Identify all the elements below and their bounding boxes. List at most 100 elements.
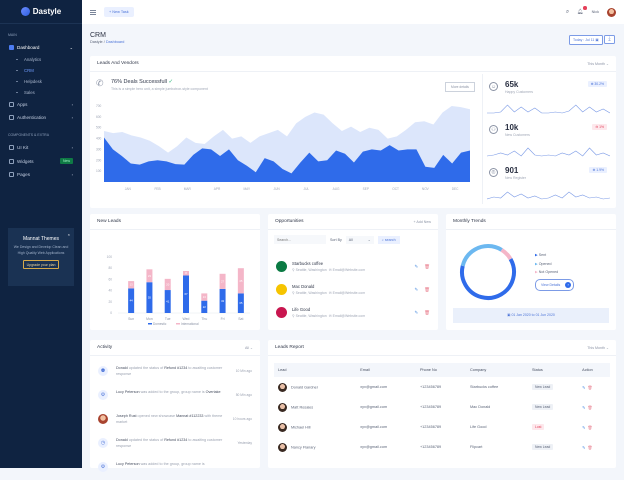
bar-data-label: 67 bbox=[184, 292, 188, 296]
menu-icon[interactable] bbox=[90, 9, 96, 15]
upgrade-button[interactable]: Upgrade your plan bbox=[22, 260, 60, 269]
report-filter[interactable]: This Month ⌄ bbox=[587, 345, 609, 350]
avatar bbox=[278, 402, 287, 412]
sidebar-item-helpdesk[interactable]: Helpdesk bbox=[0, 76, 82, 87]
widget-icon bbox=[9, 158, 14, 164]
edit-icon[interactable]: ✎ bbox=[582, 405, 586, 410]
bar-international bbox=[146, 269, 153, 283]
sidebar-item-sales[interactable]: Sales bbox=[0, 87, 82, 98]
edit-icon[interactable]: ✎ bbox=[414, 263, 419, 269]
column-header[interactable]: Email bbox=[356, 363, 416, 377]
sidebar-item-uikit[interactable]: UI Kit › bbox=[0, 141, 82, 154]
user-icon: ⚇ bbox=[489, 125, 498, 134]
add-new-button[interactable]: + Add New bbox=[413, 219, 431, 224]
column-header[interactable]: Action bbox=[578, 363, 610, 377]
stat-label: New Register bbox=[505, 176, 527, 180]
trash-icon[interactable]: 🗑︎ bbox=[424, 309, 430, 315]
new-task-button[interactable]: + New Task bbox=[104, 7, 134, 17]
view-details-button[interactable]: View Details › bbox=[535, 279, 575, 291]
leads-area-chart: 100 200 300 400 500 600 700 JAN FEB MAR APR MAY JUN J… bbox=[96, 104, 470, 191]
table-row: Donald Gardner xyx@gmail.com +123456789 S… bbox=[274, 377, 610, 397]
trash-icon[interactable]: 🗑︎ bbox=[587, 385, 593, 390]
x-tick-label: JUL bbox=[304, 187, 310, 191]
trash-icon[interactable]: 🗑︎ bbox=[587, 445, 593, 450]
activity-card: Activity All ⌄ ⚉ Donald updated the statu… bbox=[90, 340, 260, 472]
search-input[interactable] bbox=[274, 235, 326, 244]
activity-filter[interactable]: All ⌄ bbox=[244, 345, 253, 350]
card-title: Leads And Vendors bbox=[97, 61, 139, 66]
edit-icon[interactable]: ✎ bbox=[582, 425, 586, 430]
column-header[interactable]: Status bbox=[528, 363, 579, 377]
avatar[interactable] bbox=[607, 7, 616, 17]
column-header[interactable]: Phone No bbox=[415, 363, 466, 377]
search-button[interactable]: ⌕ search bbox=[377, 235, 400, 244]
trash-icon[interactable]: 🗑︎ bbox=[424, 263, 430, 269]
column-header[interactable]: Company bbox=[466, 363, 529, 377]
trash-icon[interactable]: 🗑︎ bbox=[424, 286, 430, 292]
y-tick-label: 400 bbox=[96, 137, 102, 141]
opportunity-item[interactable]: Starbucks coffee ⚲ Seattle, Washington ✉… bbox=[268, 255, 438, 278]
bar-data-label: 45 bbox=[239, 279, 243, 283]
topbar: + New Task ⌕ 🔔︎ Nick bbox=[82, 0, 624, 24]
trash-icon[interactable]: 🗑︎ bbox=[587, 425, 593, 430]
close-icon[interactable]: × bbox=[67, 232, 70, 237]
brand-logo[interactable]: Dastyle bbox=[0, 0, 82, 24]
stat-0: ☺ 65k Happy Customers ⊕ 30.2% bbox=[487, 78, 610, 121]
edit-icon[interactable]: ✎ bbox=[414, 286, 419, 292]
trash-icon[interactable]: 🗑︎ bbox=[587, 405, 593, 410]
flag-icon: ▶ bbox=[535, 270, 538, 274]
opportunity-item[interactable]: Mac Donald ⚲ Seattle, Washington ✉ Email… bbox=[268, 278, 438, 301]
sidebar-item-pages[interactable]: Pages › bbox=[0, 168, 82, 181]
opportunity-item[interactable]: Life Good ⚲ Seattle, Washington ✉ Email@… bbox=[268, 301, 438, 324]
bar-domestic bbox=[237, 293, 244, 313]
gear-icon: ⚙ bbox=[98, 462, 108, 472]
legend-item: ▶ Not Opened bbox=[535, 270, 559, 274]
bar-international bbox=[201, 293, 208, 301]
bar-data-label: 23 bbox=[148, 274, 152, 278]
month-filter[interactable]: This Month ⌄ bbox=[587, 61, 609, 66]
sort-select[interactable]: All ⌄ bbox=[345, 235, 374, 244]
legend-item: ▶ Sent bbox=[535, 253, 547, 257]
bar-data-label: 8 bbox=[185, 271, 187, 275]
x-tick-label: MAR bbox=[184, 187, 192, 191]
sidebar-item-apps[interactable]: Apps › bbox=[0, 98, 82, 111]
activity-time: Yesterday bbox=[237, 441, 252, 445]
bar-data-label: 22 bbox=[203, 305, 207, 309]
chevron-down-icon: ⌄ bbox=[69, 45, 73, 50]
edit-icon[interactable]: ✎ bbox=[582, 445, 586, 450]
edit-icon[interactable]: ✎ bbox=[414, 309, 419, 315]
column-header[interactable]: Lead bbox=[274, 363, 357, 377]
legend-swatch bbox=[148, 323, 152, 325]
search-icon[interactable]: ⌕ bbox=[565, 8, 570, 15]
sidebar-item-dashboard[interactable]: Dashboard ⌄ bbox=[0, 41, 82, 54]
flag-icon: ▶ bbox=[535, 261, 538, 266]
avatar bbox=[278, 442, 287, 452]
sidebar-item-widgets[interactable]: Widgets New bbox=[0, 154, 82, 168]
sparkline bbox=[487, 147, 610, 157]
more-details-button[interactable]: More details bbox=[445, 82, 475, 92]
edit-icon[interactable]: ✎ bbox=[582, 385, 586, 390]
company-logo bbox=[276, 261, 287, 272]
stat-change-badge: ⊕ 30.2% bbox=[587, 81, 607, 87]
sidebar-item-crm[interactable]: CRM bbox=[0, 65, 82, 76]
sidebar: Dastyle Main Dashboard ⌄ Analytics CRM He… bbox=[0, 0, 82, 468]
sidebar-item-analytics[interactable]: Analytics bbox=[0, 54, 82, 65]
opportunities-card: Opportunities + Add New Sort By All⌄ ⌕ se… bbox=[268, 214, 438, 330]
activity-item: ⚙ Lucy Peterson was added to the group, … bbox=[90, 456, 260, 480]
bar-data-label: 13 bbox=[130, 283, 134, 287]
date-button[interactable]: Today : Jul 11 ▣ bbox=[569, 35, 603, 45]
bell-icon[interactable]: 🔔︎ bbox=[577, 6, 587, 15]
x-tick-label: Wed bbox=[183, 317, 190, 321]
sidebar-item-authentication[interactable]: Authentication › bbox=[0, 111, 82, 124]
date-range: ▣ 01 Jan 2020 to 01 Jun 2020 bbox=[453, 308, 609, 323]
chevron-right-icon: › bbox=[71, 102, 73, 107]
bar-international bbox=[128, 281, 135, 289]
location-icon: ⚲ bbox=[292, 290, 295, 295]
status-badge: New Lead bbox=[532, 384, 554, 390]
gear-icon: ⚙ bbox=[98, 390, 108, 400]
table-row: Michael Hill xyx@gmail.com +123456789 Lif… bbox=[274, 417, 610, 437]
activity-time: 50 Min ago bbox=[235, 393, 252, 397]
user-name[interactable]: Nick bbox=[591, 10, 599, 14]
download-button[interactable]: ⤓ bbox=[604, 35, 615, 44]
bar-domestic bbox=[219, 288, 226, 313]
